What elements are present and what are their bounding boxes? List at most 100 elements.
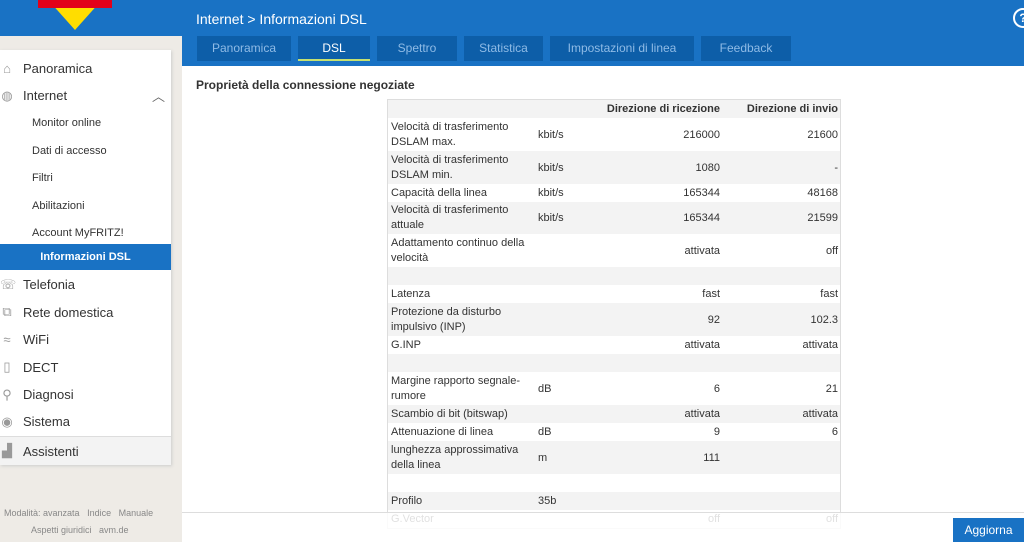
table-cell: attivata xyxy=(684,339,720,351)
table-cell: fast xyxy=(702,288,720,300)
table-cell: kbit/s xyxy=(538,212,564,224)
table-cell: Protezione da disturbo impulsivo (INP) xyxy=(391,305,502,333)
table-cell: attivata xyxy=(684,408,720,420)
table-cell: Attenuazione di linea xyxy=(391,425,494,438)
wizard-icon: ▟ xyxy=(2,443,12,458)
sidebar-item-rete-domestica[interactable]: ⧉ Rete domestica xyxy=(0,298,171,326)
table-cell: Profilo xyxy=(391,494,423,507)
table-cell: dB xyxy=(538,382,552,395)
phone-icon: ☏ xyxy=(0,276,17,292)
table-cell: 216000 xyxy=(683,128,720,141)
table-cell: kbit/s xyxy=(538,128,564,141)
tab-spettro[interactable]: Spettro xyxy=(377,36,457,61)
legal-link[interactable]: Aspetti giuridici xyxy=(31,525,92,535)
table-cell: attivata xyxy=(684,244,720,257)
sidebar-item-assistenti[interactable]: ▟ Assistenti xyxy=(0,436,171,465)
sidebar-item-internet[interactable]: ◍ Internet ︿ xyxy=(0,82,171,109)
table-cell: G.INP xyxy=(391,338,421,351)
index-link[interactable]: Indice xyxy=(87,508,112,518)
table-row: G.INP attivata attivata xyxy=(388,336,840,354)
table-cell: 92 xyxy=(707,313,720,326)
tab-dsl[interactable]: DSL xyxy=(298,36,370,61)
table-cell: attivata xyxy=(802,408,838,420)
sidebar-item-telefonia[interactable]: ☏ Telefonia xyxy=(0,271,171,298)
table-cell: dB xyxy=(538,426,552,438)
nav-label: DECT xyxy=(23,359,59,375)
header-send: Direzione di invio xyxy=(746,103,838,115)
help-icon[interactable]: ? xyxy=(1013,8,1024,28)
dect-icon: ▯ xyxy=(3,359,11,374)
tab-statistica[interactable]: Statistica xyxy=(464,36,543,61)
table-row: Velocità di trasferimento attuale kbit/s 1… xyxy=(388,202,840,234)
table-row xyxy=(388,267,840,285)
table-row: Latenza fast fast xyxy=(388,285,840,303)
sidebar-item-sistema[interactable]: ◉ Sistema xyxy=(0,408,171,435)
sidebar-item-account-myfritz[interactable]: Account MyFRITZ! xyxy=(32,227,124,239)
avm-link[interactable]: avm.de xyxy=(99,525,129,535)
sidebar-item-informazioni-dsl[interactable]: Informazioni DSL xyxy=(0,244,171,270)
table-cell: Velocità di trasferimento attuale xyxy=(391,204,509,231)
nav-label: Panoramica xyxy=(23,61,93,76)
sidebar-item-diagnosi[interactable]: ⚲ Diagnosi xyxy=(0,381,171,408)
sidebar-item-dati-di-accesso[interactable]: Dati di accesso xyxy=(32,144,107,157)
fritz-logo xyxy=(38,0,112,30)
nav-label: Diagnosi xyxy=(23,387,74,402)
table-cell: 165344 xyxy=(683,212,720,224)
sidebar-item-abilitazioni[interactable]: Abilitazioni xyxy=(32,199,85,212)
table-cell: m xyxy=(538,451,548,464)
table-cell: 35b xyxy=(538,495,557,507)
nav-label: WiFi xyxy=(23,332,49,347)
nav-label: Assistenti xyxy=(23,443,79,459)
table-header: Direzione di ricezione Direzione di invi… xyxy=(388,100,840,118)
tab-impostazioni-di-linea[interactable]: Impostazioni di linea xyxy=(550,36,694,61)
table-cell: kbit/s xyxy=(538,161,564,174)
table-cell: 111 xyxy=(703,451,720,464)
table-row: Velocità di trasferimento DSLAM max. kbit… xyxy=(388,118,840,151)
wifi-icon: ≈ xyxy=(3,331,11,347)
table-cell: 21600 xyxy=(807,128,838,141)
table-cell: off xyxy=(825,244,838,257)
nav-label: Telefonia xyxy=(23,277,76,292)
chevron-up-icon[interactable]: ︿ xyxy=(151,89,165,104)
tab-feedback[interactable]: Feedback xyxy=(701,36,791,61)
refresh-button[interactable]: Aggiorna xyxy=(953,518,1024,542)
table-cell: Latenza xyxy=(391,287,431,300)
home-icon: ⌂ xyxy=(3,60,11,76)
sidebar-item-filtri[interactable]: Filtri xyxy=(32,172,53,184)
table-cell: kbit/s xyxy=(538,187,564,199)
sidebar-item-monitor-online[interactable]: Monitor online xyxy=(32,117,102,129)
sidebar-item-wifi[interactable]: ≈ WiFi xyxy=(0,326,171,353)
dsl-table: Direzione di ricezione Direzione di invi… xyxy=(387,99,841,529)
table-cell: 21 xyxy=(825,382,838,395)
table-cell: Scambio di bit (bitswap) xyxy=(391,407,508,420)
tab-bar: Panoramica DSL Spettro Statistica Impost… xyxy=(197,36,791,61)
diagnosis-icon: ⚲ xyxy=(2,386,12,402)
table-cell: 6 xyxy=(713,382,720,395)
table-row: Profilo 35b xyxy=(388,492,840,510)
table-cell: 6 xyxy=(831,426,838,438)
system-icon: ◉ xyxy=(1,413,13,429)
table-cell: Margine rapporto segnale-rumore xyxy=(391,374,521,402)
table-row: Scambio di bit (bitswap) attivata attivata xyxy=(388,405,840,423)
table-row: Adattamento continuo della velocità attiv… xyxy=(388,234,840,267)
mode-link[interactable]: Modalità: avanzata xyxy=(4,508,80,518)
table-row: Protezione da disturbo impulsivo (INP) 92… xyxy=(388,303,840,336)
table-cell: 48168 xyxy=(807,187,838,199)
sidebar-item-panoramica[interactable]: ⌂ Panoramica xyxy=(0,55,171,82)
table-cell: 9 xyxy=(713,426,720,438)
network-icon: ⧉ xyxy=(2,304,12,319)
table-cell: 1080 xyxy=(695,161,720,174)
table-cell: lunghezza approssimativa della linea xyxy=(391,443,519,471)
breadcrumb[interactable]: Internet > Informazioni DSL xyxy=(196,11,367,27)
manual-link[interactable]: Manuale xyxy=(118,508,154,518)
table-cell: Velocità di trasferimento DSLAM max. xyxy=(391,120,509,148)
nav-label: Rete domestica xyxy=(23,304,114,320)
table-row: Velocità di trasferimento DSLAM min. kbit… xyxy=(388,151,840,184)
footer-bar xyxy=(182,512,1024,542)
table-row xyxy=(388,354,840,372)
sidebar-item-dect[interactable]: ▯ DECT xyxy=(0,353,171,381)
table-row: lunghezza approssimativa della linea m 111 xyxy=(388,441,840,474)
header-receive: Direzione di ricezione xyxy=(606,103,720,115)
table-row: Attenuazione di linea dB 9 6 xyxy=(388,423,840,441)
tab-panoramica[interactable]: Panoramica xyxy=(197,36,291,61)
